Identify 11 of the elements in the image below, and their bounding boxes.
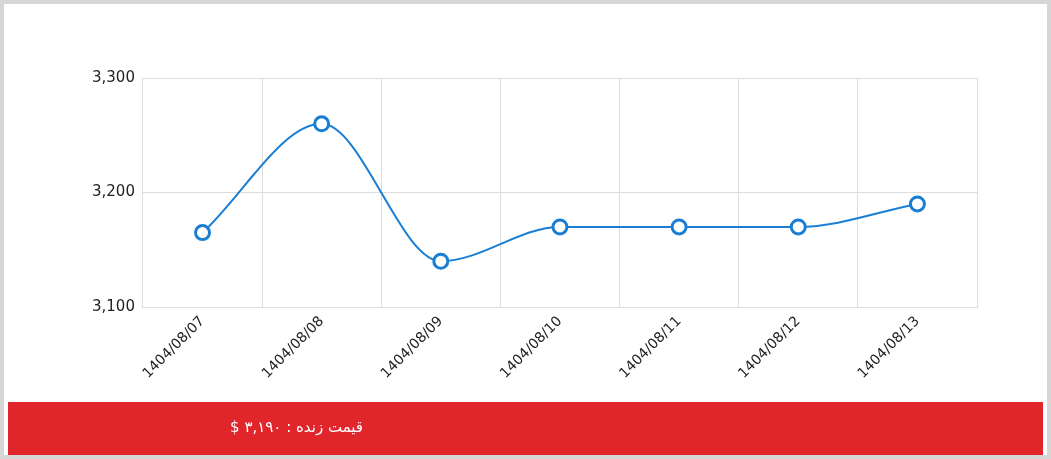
- point: [551, 218, 569, 236]
- point: [670, 218, 688, 236]
- point: [313, 115, 331, 133]
- y-tick-label: 3,300: [91, 67, 135, 86]
- point: [908, 195, 926, 213]
- point: [432, 252, 450, 270]
- point: [194, 224, 212, 242]
- y-tick-label: 3,200: [91, 182, 135, 201]
- point: [789, 218, 807, 236]
- y-tick-label: 3,100: [91, 296, 135, 315]
- text: قیمت زنده : ۳,۱۹۰ $: [230, 418, 363, 436]
